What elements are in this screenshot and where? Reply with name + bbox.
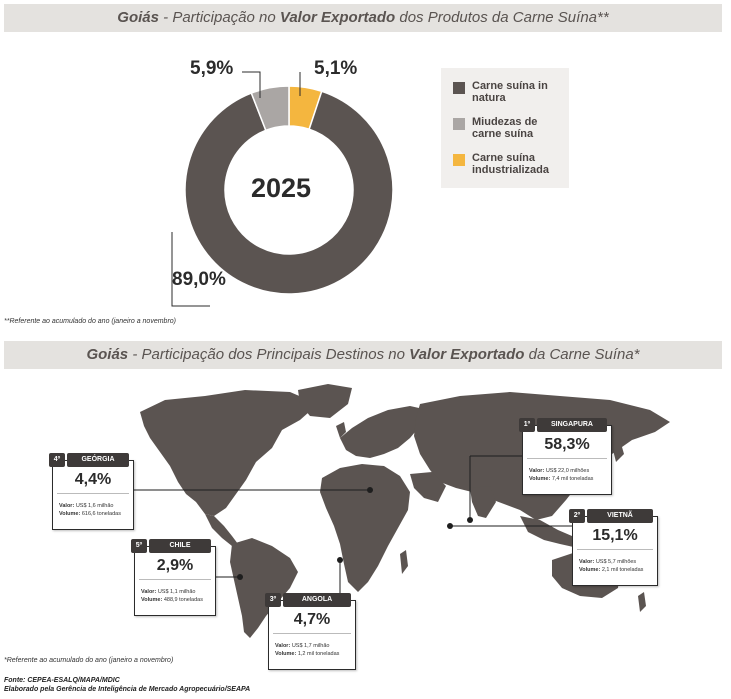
destination-card-angola: 3º ANGOLA 4,7% Valor: US$ 1,7 milhão Vol… bbox=[265, 593, 356, 670]
share-value: 4,4% bbox=[74, 471, 112, 488]
marker-singapura bbox=[467, 517, 473, 523]
volume-label: Volume: bbox=[275, 651, 297, 657]
valor-value: US$ 1,6 milhão bbox=[75, 503, 114, 509]
volume-value: 1,2 mil toneladas bbox=[297, 651, 340, 657]
marker-angola bbox=[337, 557, 343, 563]
card-divider bbox=[577, 549, 653, 550]
country-name: SINGAPURA bbox=[537, 418, 607, 432]
marker-georgia bbox=[367, 487, 373, 493]
title-text-a: - Participação no bbox=[158, 9, 280, 26]
volume-value: 616,6 toneladas bbox=[81, 511, 121, 517]
share-value: 2,9% bbox=[156, 557, 194, 574]
slice-miudezas bbox=[250, 85, 290, 132]
valor-label: Valor: bbox=[141, 589, 157, 595]
title-emphasis: Valor Exportado bbox=[279, 9, 396, 26]
valor-value: US$ 1,1 milhão bbox=[157, 589, 196, 595]
rank-badge: 3º bbox=[265, 593, 281, 607]
destination-markers bbox=[237, 487, 473, 580]
author-note: Elaborado pela Gerência de Inteligência … bbox=[4, 686, 251, 693]
legend-swatch bbox=[453, 82, 465, 94]
footnote-2: *Referente ao acumulado do ano (janeiro … bbox=[4, 657, 174, 664]
card-details: Valor: US$ 1,6 milhão Volume: 616,6 tone… bbox=[59, 502, 121, 518]
title-text-a: - Participação dos Principais Destinos n… bbox=[128, 346, 410, 363]
marker-vietna bbox=[447, 523, 453, 529]
source-note: Fonte: CEPEA-ESALQ/MAPA/MDIC bbox=[4, 677, 120, 684]
slice-leader-line bbox=[242, 71, 261, 98]
valor-label: Valor: bbox=[529, 468, 545, 474]
volume-value: 7,4 mil toneladas bbox=[551, 476, 594, 482]
volume-label: Volume: bbox=[141, 597, 163, 603]
legend-item-miudezas: Miudezas de carne suína bbox=[453, 116, 564, 140]
slice-leader-line bbox=[171, 232, 210, 307]
card-details: Valor: US$ 1,1 milhão Volume: 488,9 tone… bbox=[141, 588, 203, 604]
volume-value: 488,9 toneladas bbox=[163, 597, 203, 603]
title-emphasis: Valor Exportado bbox=[409, 346, 525, 363]
destination-card-singapura: 1º SINGAPURA 58,3% Valor: US$ 22,0 milhõ… bbox=[519, 418, 612, 495]
legend-label: Carne suína industrializada bbox=[472, 152, 550, 176]
valor-value: US$ 5,7 milhões bbox=[595, 559, 637, 565]
country-name: CHILE bbox=[149, 539, 211, 553]
card-divider bbox=[57, 493, 129, 494]
destination-card-georgia: 4º GEÓRGIA 4,4% Valor: US$ 1,6 milhão Vo… bbox=[49, 453, 134, 530]
chart-legend: Carne suína in natura Miudezas de carne … bbox=[441, 68, 569, 188]
volume-label: Volume: bbox=[529, 476, 551, 482]
title-text-b: dos Produtos da Carne Suína** bbox=[395, 9, 609, 26]
volume-value: 2,1 mil toneladas bbox=[601, 567, 644, 573]
rank-badge: 4º bbox=[49, 453, 65, 467]
card-divider bbox=[527, 458, 607, 459]
legend-item-industrializada: Carne suína industrializada bbox=[453, 152, 564, 176]
destination-card-chile: 5º CHILE 2,9% Valor: US$ 1,1 milhão Volu… bbox=[131, 539, 216, 616]
card-divider bbox=[139, 579, 211, 580]
country-name: ANGOLA bbox=[283, 593, 351, 607]
volume-label: Volume: bbox=[579, 567, 601, 573]
valor-label: Valor: bbox=[59, 503, 75, 509]
legend-swatch bbox=[453, 154, 465, 166]
destination-card-vietna: 2º VIETNÃ 15,1% Valor: US$ 5,7 milhões V… bbox=[569, 509, 658, 586]
footnote-1: **Referente ao acumulado do ano (janeiro… bbox=[4, 318, 176, 325]
volume-label: Volume: bbox=[59, 511, 81, 517]
legend-label: Carne suína in natura bbox=[472, 80, 548, 104]
share-value: 4,7% bbox=[293, 611, 331, 628]
country-name: VIETNÃ bbox=[587, 509, 653, 523]
rank-badge: 1º bbox=[519, 418, 535, 432]
legend-item-in-natura: Carne suína in natura bbox=[453, 80, 564, 104]
valor-value: US$ 22,0 milhões bbox=[545, 468, 590, 474]
card-details: Valor: US$ 1,7 milhão Volume: 1,2 mil to… bbox=[275, 642, 339, 658]
donut-center-year: 2025 bbox=[251, 173, 312, 203]
title-state: Goiás bbox=[117, 9, 159, 26]
slice-label-miudezas: 5,9% bbox=[190, 58, 234, 79]
rank-badge: 5º bbox=[131, 539, 147, 553]
country-name: GEÓRGIA bbox=[67, 453, 129, 467]
legend-swatch bbox=[453, 118, 465, 130]
donut-chart bbox=[171, 71, 394, 307]
donut-chart-title: Goiás - Participação no Valor Exportado … bbox=[4, 4, 722, 32]
valor-label: Valor: bbox=[275, 643, 291, 649]
card-details: Valor: US$ 22,0 milhões Volume: 7,4 mil … bbox=[529, 467, 593, 483]
slice-in-natura bbox=[184, 90, 394, 295]
legend-label: Miudezas de carne suína bbox=[472, 116, 538, 140]
share-value: 58,3% bbox=[544, 436, 590, 453]
rank-badge: 2º bbox=[569, 509, 585, 523]
title-state: Goiás bbox=[86, 346, 129, 363]
slice-label-industrializada: 5,1% bbox=[314, 58, 358, 79]
map-chart-title: Goiás - Participação dos Principais Dest… bbox=[4, 341, 722, 369]
slice-label-in-natura: 89,0% bbox=[172, 269, 226, 290]
share-value: 15,1% bbox=[592, 527, 638, 544]
card-details: Valor: US$ 5,7 milhões Volume: 2,1 mil t… bbox=[579, 558, 643, 574]
title-text-b: da Carne Suína* bbox=[524, 346, 640, 363]
marker-chile bbox=[237, 574, 243, 580]
card-divider bbox=[273, 633, 351, 634]
valor-label: Valor: bbox=[579, 559, 595, 565]
valor-value: US$ 1,7 milhão bbox=[291, 643, 330, 649]
